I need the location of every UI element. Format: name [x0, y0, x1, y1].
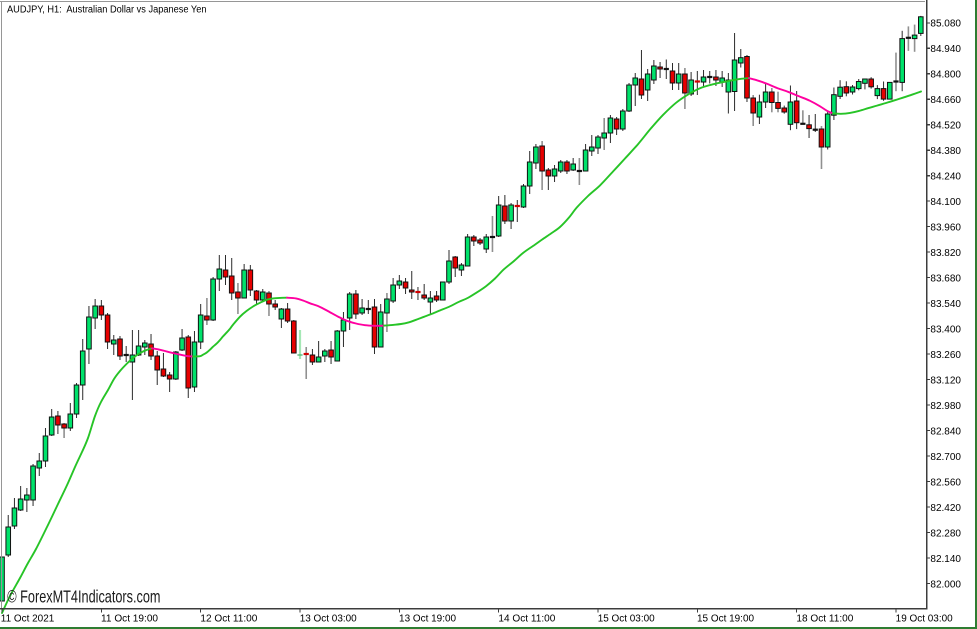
- svg-text:© ForexMT4Indicators.com: © ForexMT4Indicators.com: [7, 587, 160, 607]
- svg-text:AUDJPY, H1: Australian Dollar: AUDJPY, H1: Australian Dollar vs Japanes…: [7, 5, 207, 16]
- svg-text:82.140: 82.140: [930, 554, 961, 565]
- svg-text:19 Oct 03:00: 19 Oct 03:00: [896, 614, 953, 625]
- svg-text:85.080: 85.080: [930, 19, 961, 30]
- svg-text:82.560: 82.560: [930, 477, 961, 488]
- svg-text:82.700: 82.700: [930, 452, 961, 463]
- svg-text:13 Oct 03:00: 13 Oct 03:00: [300, 614, 357, 625]
- svg-text:84.520: 84.520: [930, 121, 961, 132]
- svg-text:82.000: 82.000: [930, 579, 961, 590]
- svg-text:83.400: 83.400: [930, 325, 961, 336]
- svg-text:83.120: 83.120: [930, 375, 961, 386]
- svg-text:83.820: 83.820: [930, 248, 961, 259]
- svg-text:84.380: 84.380: [930, 146, 961, 157]
- svg-text:83.960: 83.960: [930, 223, 961, 234]
- svg-text:11 Oct 19:00: 11 Oct 19:00: [101, 614, 158, 625]
- svg-text:82.840: 82.840: [930, 426, 961, 437]
- svg-text:14 Oct 11:00: 14 Oct 11:00: [498, 614, 555, 625]
- svg-text:82.980: 82.980: [930, 401, 961, 412]
- svg-text:84.800: 84.800: [930, 70, 961, 81]
- svg-text:83.680: 83.680: [930, 274, 961, 285]
- svg-text:15 Oct 03:00: 15 Oct 03:00: [598, 614, 655, 625]
- svg-text:12 Oct 11:00: 12 Oct 11:00: [200, 614, 257, 625]
- svg-text:84.240: 84.240: [930, 172, 961, 183]
- svg-text:11 Oct 2021: 11 Oct 2021: [1, 614, 55, 625]
- svg-text:15 Oct 19:00: 15 Oct 19:00: [697, 614, 754, 625]
- svg-text:18 Oct 11:00: 18 Oct 11:00: [796, 614, 853, 625]
- svg-text:82.420: 82.420: [930, 503, 961, 514]
- svg-text:84.660: 84.660: [930, 95, 961, 106]
- svg-text:83.540: 83.540: [930, 299, 961, 310]
- svg-text:84.940: 84.940: [930, 44, 961, 55]
- svg-text:83.260: 83.260: [930, 350, 961, 361]
- svg-text:82.280: 82.280: [930, 528, 961, 539]
- svg-text:13 Oct 19:00: 13 Oct 19:00: [399, 614, 456, 625]
- svg-text:84.100: 84.100: [930, 197, 961, 208]
